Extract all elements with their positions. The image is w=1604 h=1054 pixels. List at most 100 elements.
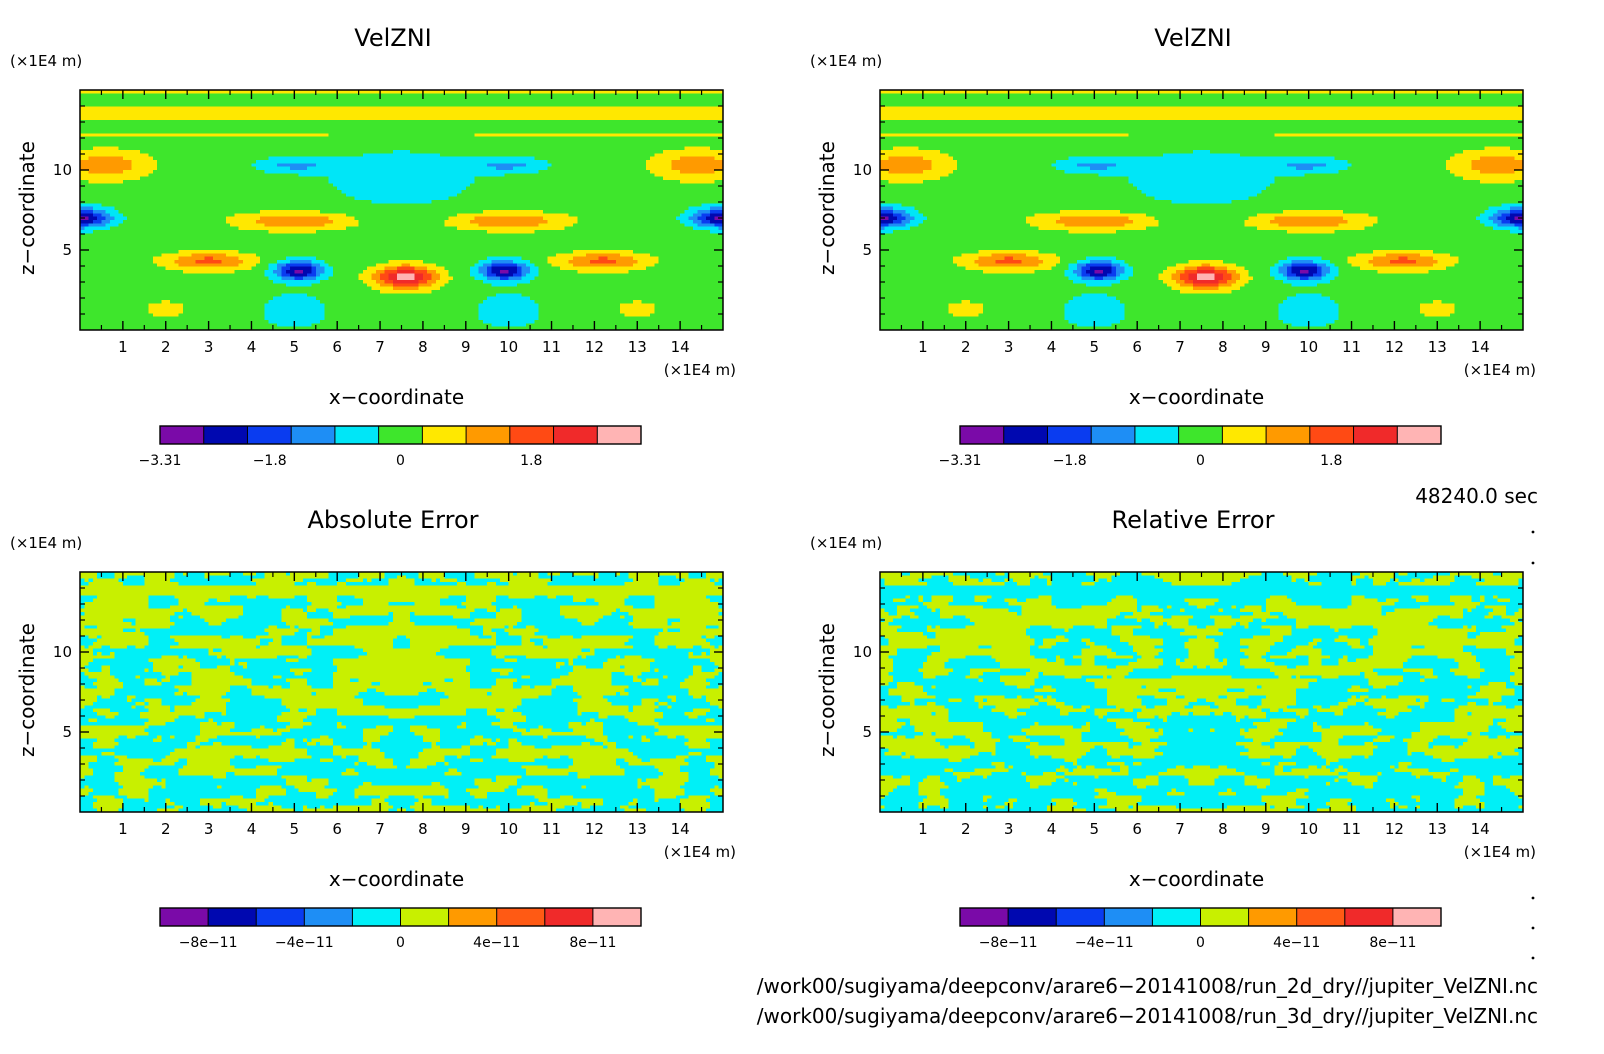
field-cell	[1068, 300, 1121, 304]
field-cell	[1094, 775, 1100, 780]
field-cell	[1377, 270, 1430, 274]
field-cell	[97, 718, 150, 723]
field-cell	[380, 273, 390, 278]
field-cell	[435, 263, 475, 268]
field-cell	[1364, 755, 1370, 760]
field-cell	[880, 270, 984, 274]
field-cell	[978, 675, 1001, 680]
field-cell	[88, 156, 124, 161]
field-cell	[482, 805, 497, 810]
field-cell	[880, 253, 963, 258]
field-cell	[1360, 266, 1447, 271]
field-cell	[1372, 635, 1468, 640]
field-cell	[974, 695, 1005, 700]
field-cell	[987, 698, 1035, 703]
field-cell	[927, 658, 950, 663]
field-cell	[525, 655, 578, 660]
field-cell	[572, 665, 587, 670]
field-cell	[268, 276, 283, 281]
field-cell	[1432, 250, 1524, 254]
field-cell	[1398, 682, 1490, 686]
field-cell	[952, 595, 975, 600]
field-cell	[157, 778, 163, 783]
field-cell	[148, 798, 167, 803]
field-cell	[1244, 652, 1267, 656]
field-cell	[1505, 605, 1524, 610]
field-cell	[491, 260, 514, 264]
field-cell	[80, 110, 724, 114]
field-cell	[1051, 625, 1074, 630]
field-cell	[650, 785, 681, 790]
field-cell	[534, 642, 544, 646]
field-cell	[144, 698, 163, 703]
field-cell	[1004, 695, 1018, 700]
field-cell	[1072, 705, 1083, 710]
field-cell	[294, 270, 304, 274]
field-cell	[1402, 668, 1434, 673]
field-cell	[191, 253, 227, 258]
field-cell	[880, 123, 1524, 128]
field-cell	[1428, 695, 1468, 700]
field-cell	[1308, 270, 1318, 274]
field-cell	[624, 665, 651, 670]
field-cell	[80, 303, 150, 308]
colorbar-swatch	[448, 908, 498, 926]
field-cell	[1342, 765, 1391, 770]
field-cell	[504, 658, 518, 663]
field-cell	[1072, 725, 1083, 730]
field-cell	[974, 742, 997, 746]
field-cell	[1274, 133, 1524, 138]
field-cell	[534, 758, 574, 763]
field-cell	[140, 712, 205, 716]
field-cell	[1244, 772, 1275, 776]
field-cell	[560, 266, 647, 271]
field-cell	[910, 702, 915, 706]
field-cell	[332, 615, 351, 620]
field-cell	[148, 595, 175, 600]
field-cell	[392, 283, 420, 288]
field-cell	[504, 655, 527, 660]
field-cell	[982, 698, 988, 703]
x-axis-unit: (×1E4 m)	[664, 843, 736, 861]
field-cell	[1077, 765, 1083, 770]
field-cell	[178, 582, 257, 586]
field-cell	[1492, 615, 1503, 620]
field-cell	[1424, 645, 1464, 650]
field-cell	[328, 263, 377, 268]
field-cell	[675, 645, 694, 650]
field-cell	[684, 210, 698, 214]
field-cell	[251, 688, 368, 693]
colorbar-tick-label: −4e−11	[1075, 935, 1134, 951]
field-cell	[1257, 725, 1288, 730]
field-cell	[1441, 698, 1456, 703]
field-cell	[718, 775, 724, 780]
field-cell	[1274, 263, 1284, 268]
field-cell	[1514, 223, 1524, 228]
field-cell	[80, 688, 115, 693]
field-cell	[1287, 722, 1314, 726]
field-cell	[1102, 675, 1108, 680]
field-cell	[371, 745, 433, 750]
field-cell	[1295, 718, 1456, 723]
field-cell	[264, 628, 300, 633]
field-cell	[191, 682, 253, 686]
colorbar-swatch	[1200, 908, 1250, 926]
field-cell	[487, 266, 493, 271]
field-cell	[1510, 775, 1524, 780]
field-cell	[892, 618, 971, 623]
field-cell	[880, 190, 1143, 194]
field-cell	[230, 795, 244, 800]
field-cell	[1312, 273, 1323, 278]
field-cell	[880, 735, 894, 740]
field-cell	[1351, 625, 1374, 630]
field-cell	[1055, 635, 1065, 640]
field-cell	[952, 256, 980, 261]
field-cell	[602, 725, 656, 730]
field-cell	[1240, 648, 1271, 653]
field-cell	[1351, 578, 1357, 583]
field-cell	[705, 625, 720, 630]
field-cell	[440, 702, 523, 706]
field-cell	[88, 635, 98, 640]
field-cell	[444, 223, 480, 228]
field-cell	[910, 572, 954, 576]
